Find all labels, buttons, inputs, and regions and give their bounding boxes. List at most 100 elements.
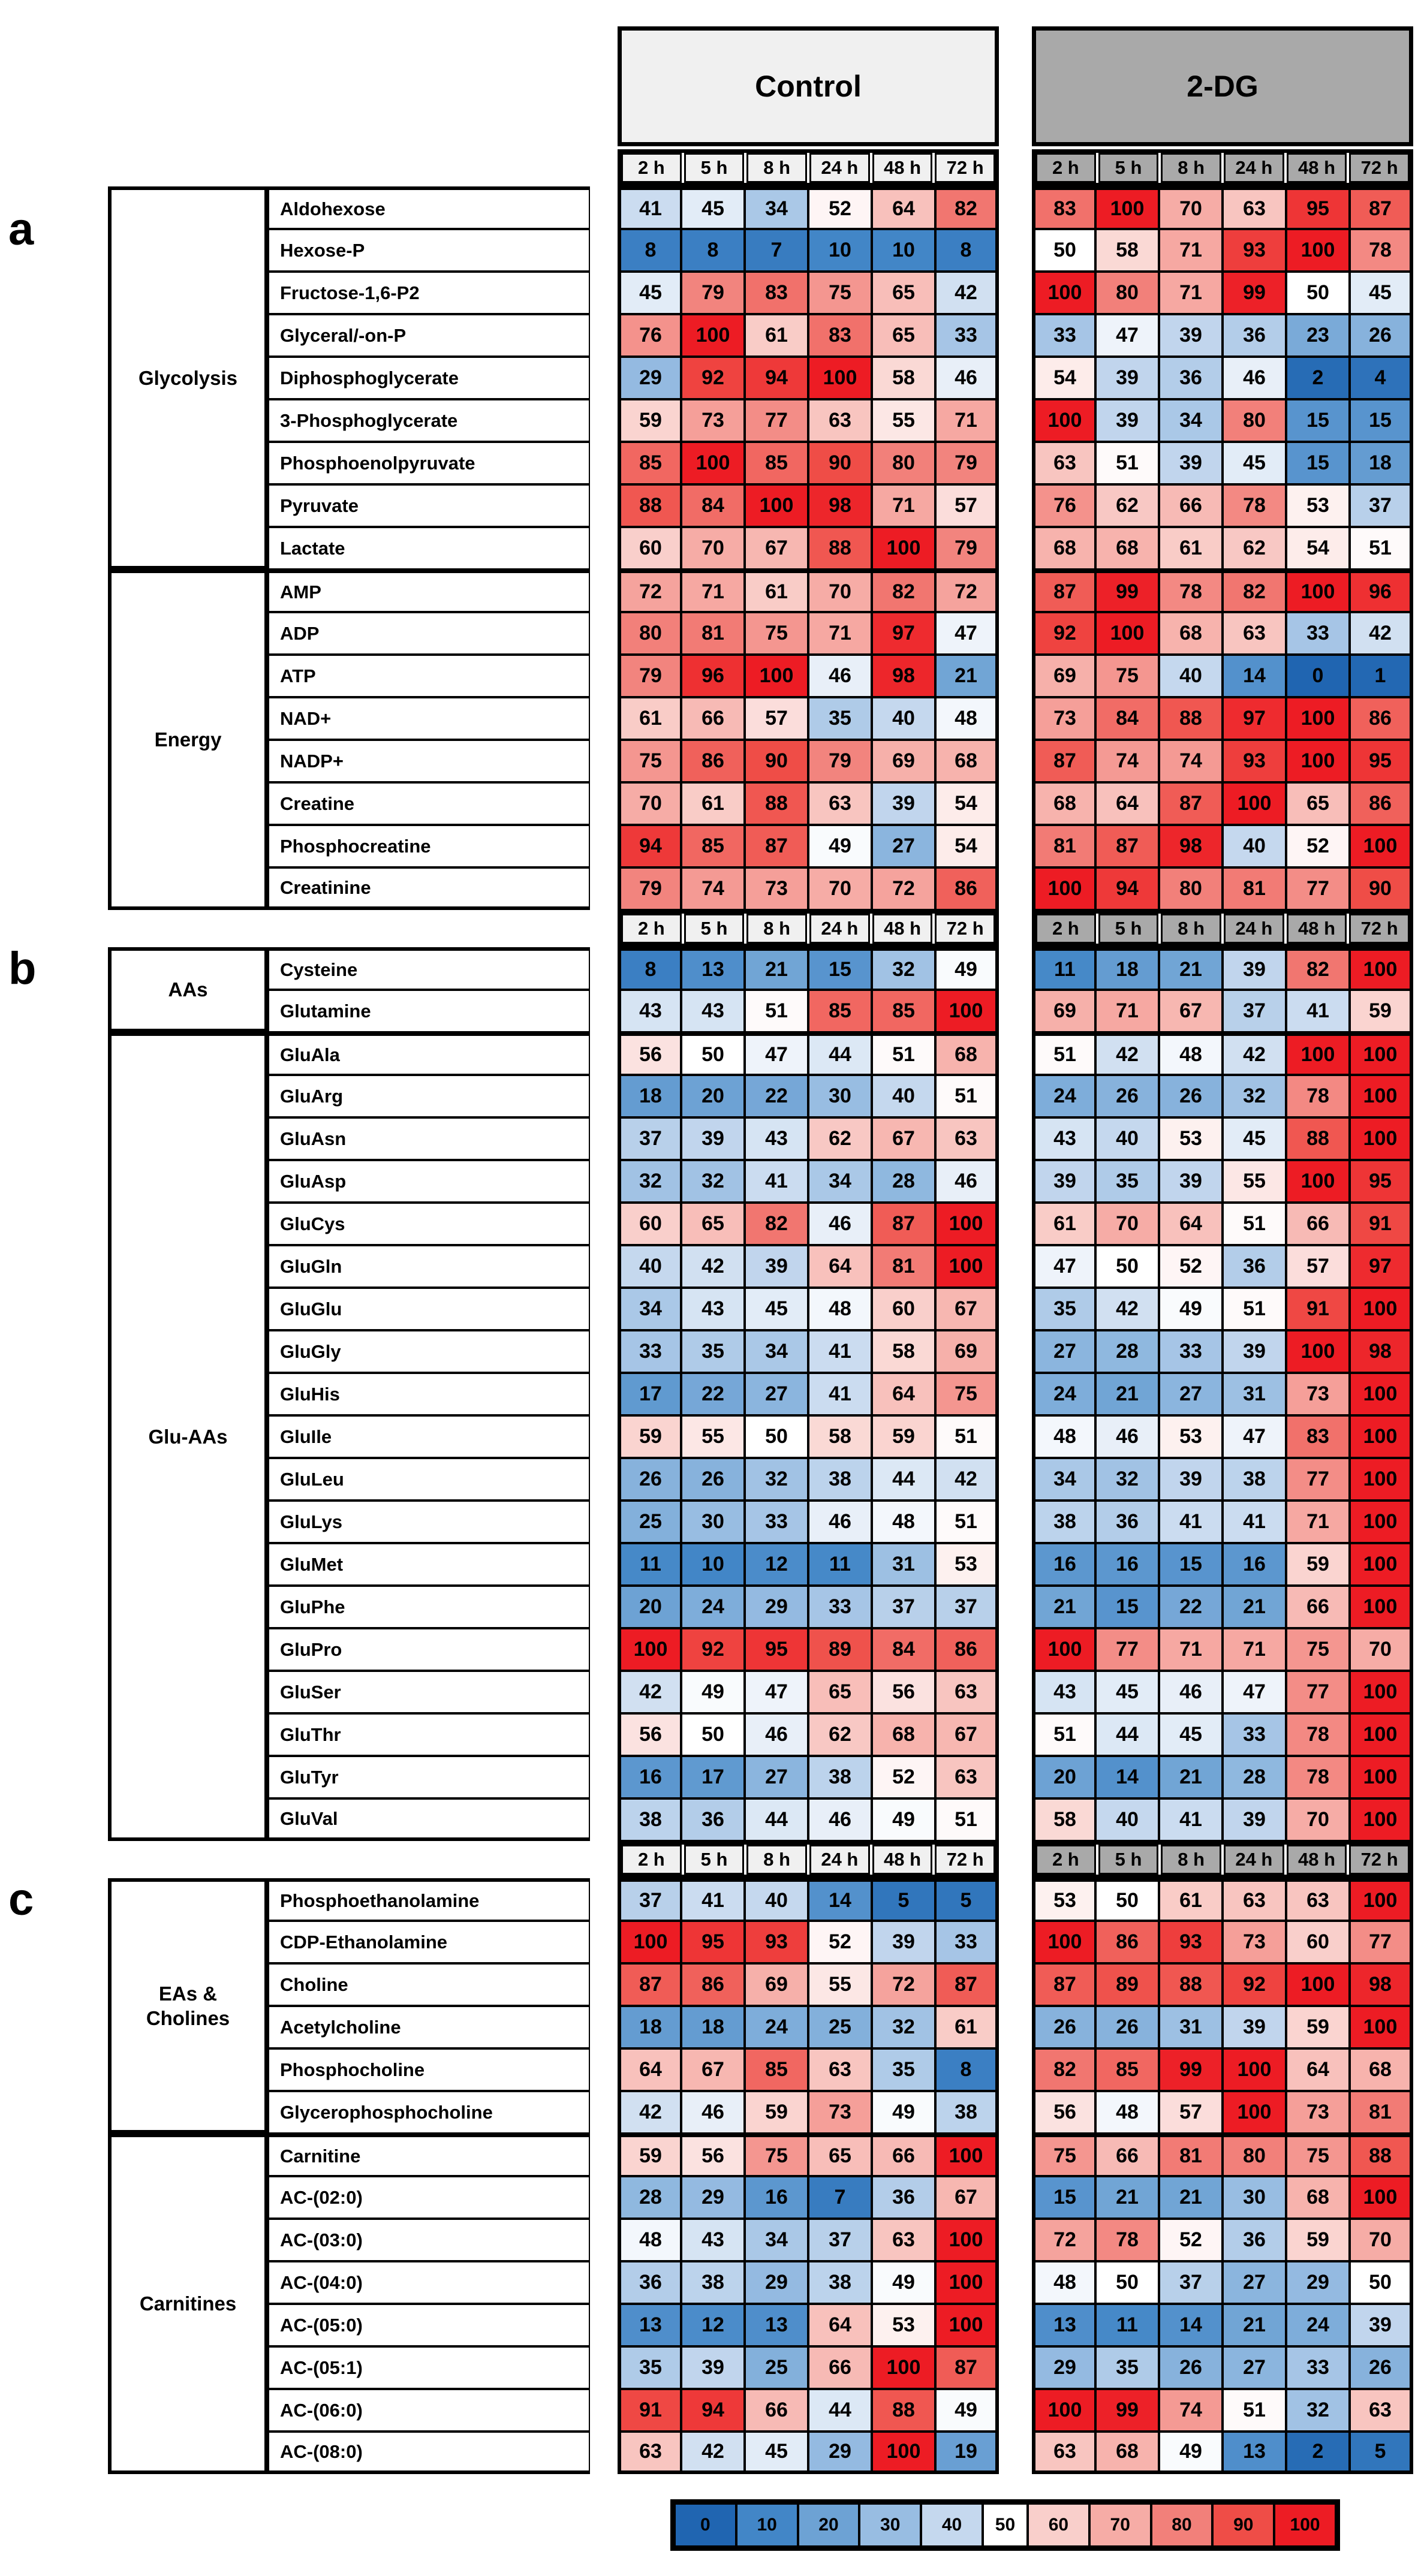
heatmap-cell: 82: [1223, 570, 1286, 612]
time-header-cell: 24 h: [809, 1845, 870, 1875]
heatmap-cell: 57: [1286, 1245, 1350, 1288]
heatmap-cell: 37: [935, 1586, 999, 1628]
heatmap-cell: 37: [1223, 990, 1286, 1032]
metabolite-label: Pyruvate: [268, 484, 590, 527]
heatmap-cell: 85: [745, 442, 808, 484]
heatmap-cell: 73: [1286, 1373, 1350, 1415]
heatmap-cell: 79: [935, 527, 999, 570]
heatmap-cell: 58: [1032, 1798, 1095, 1841]
heatmap-cell: 55: [681, 1415, 745, 1458]
heatmap-cell: 100: [1350, 1288, 1413, 1330]
heatmap-cell: 39: [872, 782, 935, 825]
metabolite-label: AC-(04:0): [268, 2261, 590, 2304]
heatmap-cell: 48: [935, 697, 999, 740]
heatmap-cell: 54: [935, 825, 999, 867]
heatmap-cell: 89: [808, 1628, 872, 1671]
heatmap-cell: 85: [745, 2048, 808, 2091]
heatmap-cell: 73: [808, 2091, 872, 2134]
time-header-cell: 5 h: [1098, 914, 1159, 944]
heatmap-cell: 42: [681, 2432, 745, 2474]
heatmap-cell: 21: [745, 947, 808, 990]
heatmap-cell: 26: [1095, 1075, 1159, 1117]
heatmap-cell: 66: [1286, 1203, 1350, 1245]
heatmap-cell: 44: [745, 1798, 808, 1841]
heatmap-cell: 49: [872, 2261, 935, 2304]
heatmap-cell: 8: [618, 229, 681, 272]
time-header-cell: 48 h: [1286, 1845, 1347, 1875]
time-header-cell: 48 h: [872, 914, 933, 944]
heatmap-cell: 99: [1095, 570, 1159, 612]
heatmap-cell: 85: [681, 825, 745, 867]
heatmap-cell: 100: [1032, 272, 1095, 314]
heatmap-cell: 78: [1286, 1075, 1350, 1117]
metabolite-label: GluAsp: [268, 1160, 590, 1203]
heatmap-cell: 0: [1286, 655, 1350, 697]
time-header-cell: 8 h: [1161, 914, 1222, 944]
heatmap-cell: 42: [1223, 1032, 1286, 1075]
heatmap-cell: 33: [935, 314, 999, 357]
heatmap-cell: 100: [1223, 2048, 1286, 2091]
heatmap-cell: 73: [745, 867, 808, 910]
heatmap-cell: 100: [1032, 1628, 1095, 1671]
heatmap-cell: 25: [745, 2346, 808, 2389]
heatmap-cell: 69: [1032, 655, 1095, 697]
heatmap-cell: 67: [935, 2176, 999, 2219]
heatmap-cell: 39: [681, 1117, 745, 1160]
heatmap-cell: 29: [808, 2432, 872, 2474]
heatmap-cell: 38: [808, 1756, 872, 1798]
heatmap-cell: 45: [745, 1288, 808, 1330]
heatmap-cell: 53: [935, 1543, 999, 1586]
heatmap-cell: 59: [1286, 2219, 1350, 2261]
heatmap-cell: 41: [618, 186, 681, 229]
heatmap-cell: 63: [935, 1756, 999, 1798]
heatmap-cell: 82: [745, 1203, 808, 1245]
heatmap-cell: 70: [681, 527, 745, 570]
heatmap-cell: 69: [745, 1963, 808, 2006]
time-header-cell: 48 h: [1286, 153, 1347, 183]
heatmap-cell: 37: [1159, 2261, 1223, 2304]
heatmap-cell: 52: [808, 1921, 872, 1963]
heatmap-cell: 63: [1286, 1878, 1350, 1921]
heatmap-cell: 65: [681, 1203, 745, 1245]
heatmap-cell: 36: [872, 2176, 935, 2219]
heatmap-cell: 65: [872, 272, 935, 314]
heatmap-cell: 98: [872, 655, 935, 697]
heatmap-cell: 66: [808, 2346, 872, 2389]
heatmap-cell: 80: [618, 612, 681, 655]
heatmap-cell: 40: [1095, 1798, 1159, 1841]
heatmap-cell: 94: [1095, 867, 1159, 910]
heatmap-cell: 24: [1032, 1373, 1095, 1415]
heatmap-cell: 22: [1159, 1586, 1223, 1628]
heatmap-cell: 42: [1350, 612, 1413, 655]
heatmap-cell: 68: [1095, 2432, 1159, 2474]
heatmap-cell: 58: [1095, 229, 1159, 272]
heatmap-cell: 29: [745, 2261, 808, 2304]
metabolite-label: GluCys: [268, 1203, 590, 1245]
heatmap-cell: 100: [1286, 1963, 1350, 2006]
heatmap-cell: 100: [618, 1921, 681, 1963]
heatmap-cell: 46: [681, 2091, 745, 2134]
heatmap-cell: 63: [808, 399, 872, 442]
heatmap-cell: 92: [1032, 612, 1095, 655]
time-header-cell: 5 h: [684, 1845, 745, 1875]
heatmap-cell: 100: [1350, 1713, 1413, 1756]
heatmap-cell: 100: [808, 357, 872, 399]
heatmap-cell: 16: [745, 2176, 808, 2219]
heatmap-cell: 88: [1286, 1117, 1350, 1160]
heatmap-cell: 54: [935, 782, 999, 825]
heatmap-cell: 88: [618, 484, 681, 527]
heatmap-cell: 87: [745, 825, 808, 867]
heatmap-cell: 21: [1159, 2176, 1223, 2219]
heatmap-cell: 59: [1286, 2006, 1350, 2048]
metabolite-label: ATP: [268, 655, 590, 697]
time-header-cell: 2 h: [1035, 153, 1096, 183]
heatmap-cell: 56: [1032, 2091, 1095, 2134]
heatmap-cell: 27: [745, 1373, 808, 1415]
heatmap-cell: 81: [1159, 2134, 1223, 2176]
heatmap-cell: 81: [681, 612, 745, 655]
heatmap-cell: 100: [1286, 697, 1350, 740]
heatmap-cell: 75: [745, 612, 808, 655]
heatmap-cell: 36: [618, 2261, 681, 2304]
